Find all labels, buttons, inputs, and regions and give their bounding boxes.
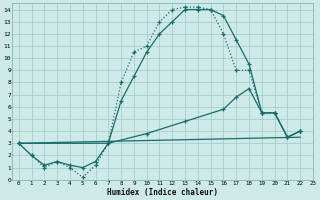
X-axis label: Humidex (Indice chaleur): Humidex (Indice chaleur) [107, 188, 218, 197]
